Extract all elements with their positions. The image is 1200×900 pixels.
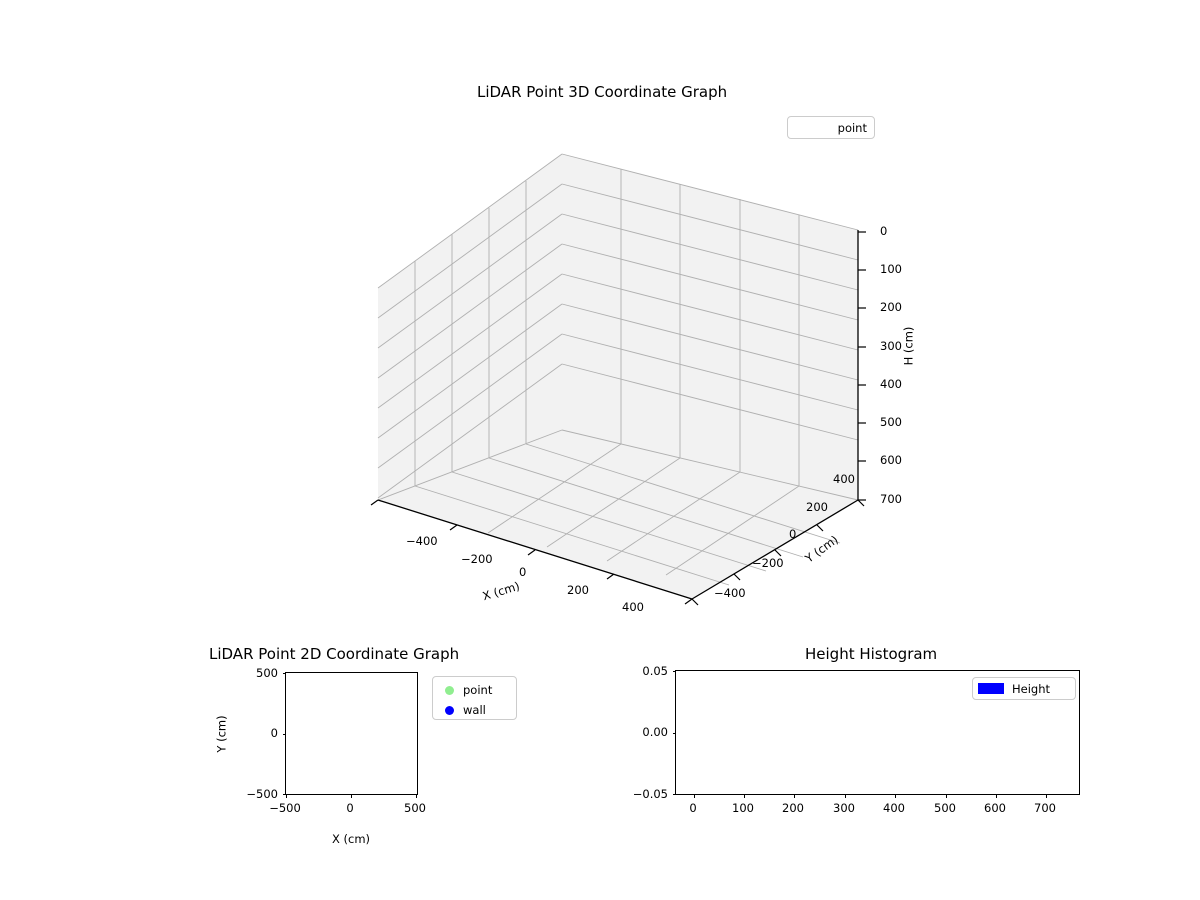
plot2d-ytick-mark-1 [282, 733, 286, 735]
plot3d-ztick-label-7: 700 [880, 492, 902, 506]
plot3d-xtick-label-3: 200 [567, 583, 589, 597]
plot3d-gridlines [377, 153, 859, 586]
histogram-xtick-mark-7 [1046, 794, 1048, 799]
plot2d-ytick-label-1: 0 [270, 726, 278, 740]
plot2d-legend[interactable]: point wall [432, 676, 517, 720]
plot3d-yticks [691, 499, 865, 606]
plot2d-xtick-mark-2 [416, 794, 418, 799]
histogram-xtick-label-2: 200 [782, 801, 804, 815]
plot2d-xtick-mark-0 [286, 794, 288, 799]
plot3d-canvas [370, 153, 866, 606]
plot2d-xtick-label-0: −500 [269, 801, 301, 815]
histogram-xtick-mark-5 [945, 794, 947, 799]
point-marker-icon [435, 685, 463, 695]
plot2d-axes[interactable] [282, 672, 418, 799]
plot2d-legend-label-0: point [463, 683, 493, 697]
plot2d-ytick-mark-0 [282, 673, 286, 675]
plot3d-zaxis-label: H (cm) [901, 326, 916, 366]
plot3d-ztick-label-6: 600 [880, 453, 902, 467]
histogram-xtick-label-6: 600 [984, 801, 1006, 815]
plot2d-legend-item-point[interactable]: point [435, 680, 510, 700]
histogram-xtick-label-4: 400 [883, 801, 905, 815]
plot2d-ytick-label-2: −500 [246, 787, 278, 801]
histogram-ytick-label-0: 0.05 [642, 664, 668, 678]
histogram-xtick-mark-0 [693, 794, 695, 799]
plot2d-xtick-mark-1 [351, 794, 353, 799]
histogram-xtick-label-0: 0 [689, 801, 697, 815]
plot3d-title: LiDAR Point 3D Coordinate Graph [477, 83, 728, 101]
plot3d-xtick-label-4: 400 [622, 600, 644, 614]
plot3d-xtick-label-2: 0 [519, 565, 527, 579]
plot3d-panes [378, 154, 858, 599]
histogram-ytick-mark-0 [672, 671, 676, 673]
histogram-title: Height Histogram [805, 645, 938, 663]
histogram-legend-label: Height [1012, 681, 1051, 696]
plot3d-xtick-label-0: −400 [406, 534, 438, 548]
height-patch-icon [978, 683, 1004, 694]
plot3d-ytick-label-4: 400 [833, 472, 855, 486]
plot2d-yaxis-label: Y (cm) [214, 715, 229, 753]
plot3d-axes[interactable] [300, 120, 940, 640]
plot2d-legend-item-wall[interactable]: wall [435, 700, 510, 720]
plot3d-spines [377, 230, 859, 600]
plot2d-xtick-label-2: 500 [404, 801, 426, 815]
plot3d-xtick-label-1: −200 [461, 552, 493, 566]
histogram-xtick-label-3: 300 [833, 801, 855, 815]
plot2d-xaxis-label: X (cm) [331, 832, 371, 846]
plot3d-xticks [370, 499, 693, 605]
plot2d-ytick-label-0: 500 [256, 666, 278, 680]
plot2d-legend-label-1: wall [463, 703, 486, 717]
plot3d-zticks [858, 231, 866, 501]
histogram-xtick-mark-6 [995, 794, 997, 799]
plot3d-ztick-label-5: 500 [880, 415, 902, 429]
histogram-xtick-mark-2 [794, 794, 796, 799]
plot3d-ztick-label-2: 200 [880, 300, 902, 314]
histogram-xtick-label-5: 500 [934, 801, 956, 815]
plot3d-ytick-label-1: −200 [752, 556, 784, 570]
plot2d-ytick-mark-2 [282, 794, 286, 796]
plot3d-ztick-label-1: 100 [880, 262, 902, 276]
plot3d-ztick-label-4: 400 [880, 377, 902, 391]
plot3d-legend[interactable]: point [787, 116, 875, 139]
plot2d-title: LiDAR Point 2D Coordinate Graph [209, 645, 460, 663]
histogram-ytick-mark-1 [672, 732, 676, 734]
histogram-xtick-mark-3 [844, 794, 846, 799]
plot3d-ztick-label-3: 300 [880, 339, 902, 353]
plot3d-ztick-label-0: 0 [880, 224, 888, 238]
histogram-xtick-label-1: 100 [732, 801, 754, 815]
histogram-xtick-mark-1 [744, 794, 746, 799]
plot2d-xtick-label-1: 0 [346, 801, 354, 815]
histogram-legend[interactable]: Height [972, 677, 1076, 700]
plot3d-legend-label: point [837, 120, 867, 135]
plot3d-ytick-label-0: −400 [714, 586, 746, 600]
wall-marker-icon [435, 705, 463, 715]
histogram-xtick-label-7: 700 [1034, 801, 1056, 815]
plot3d-ytick-label-3: 200 [806, 500, 828, 514]
histogram-ytick-label-2: −0.05 [632, 787, 668, 801]
histogram-xtick-mark-4 [895, 794, 897, 799]
histogram-ytick-mark-2 [672, 794, 676, 796]
plot3d-ytick-label-2: 0 [789, 527, 797, 541]
histogram-ytick-label-1: 0.00 [642, 725, 668, 739]
